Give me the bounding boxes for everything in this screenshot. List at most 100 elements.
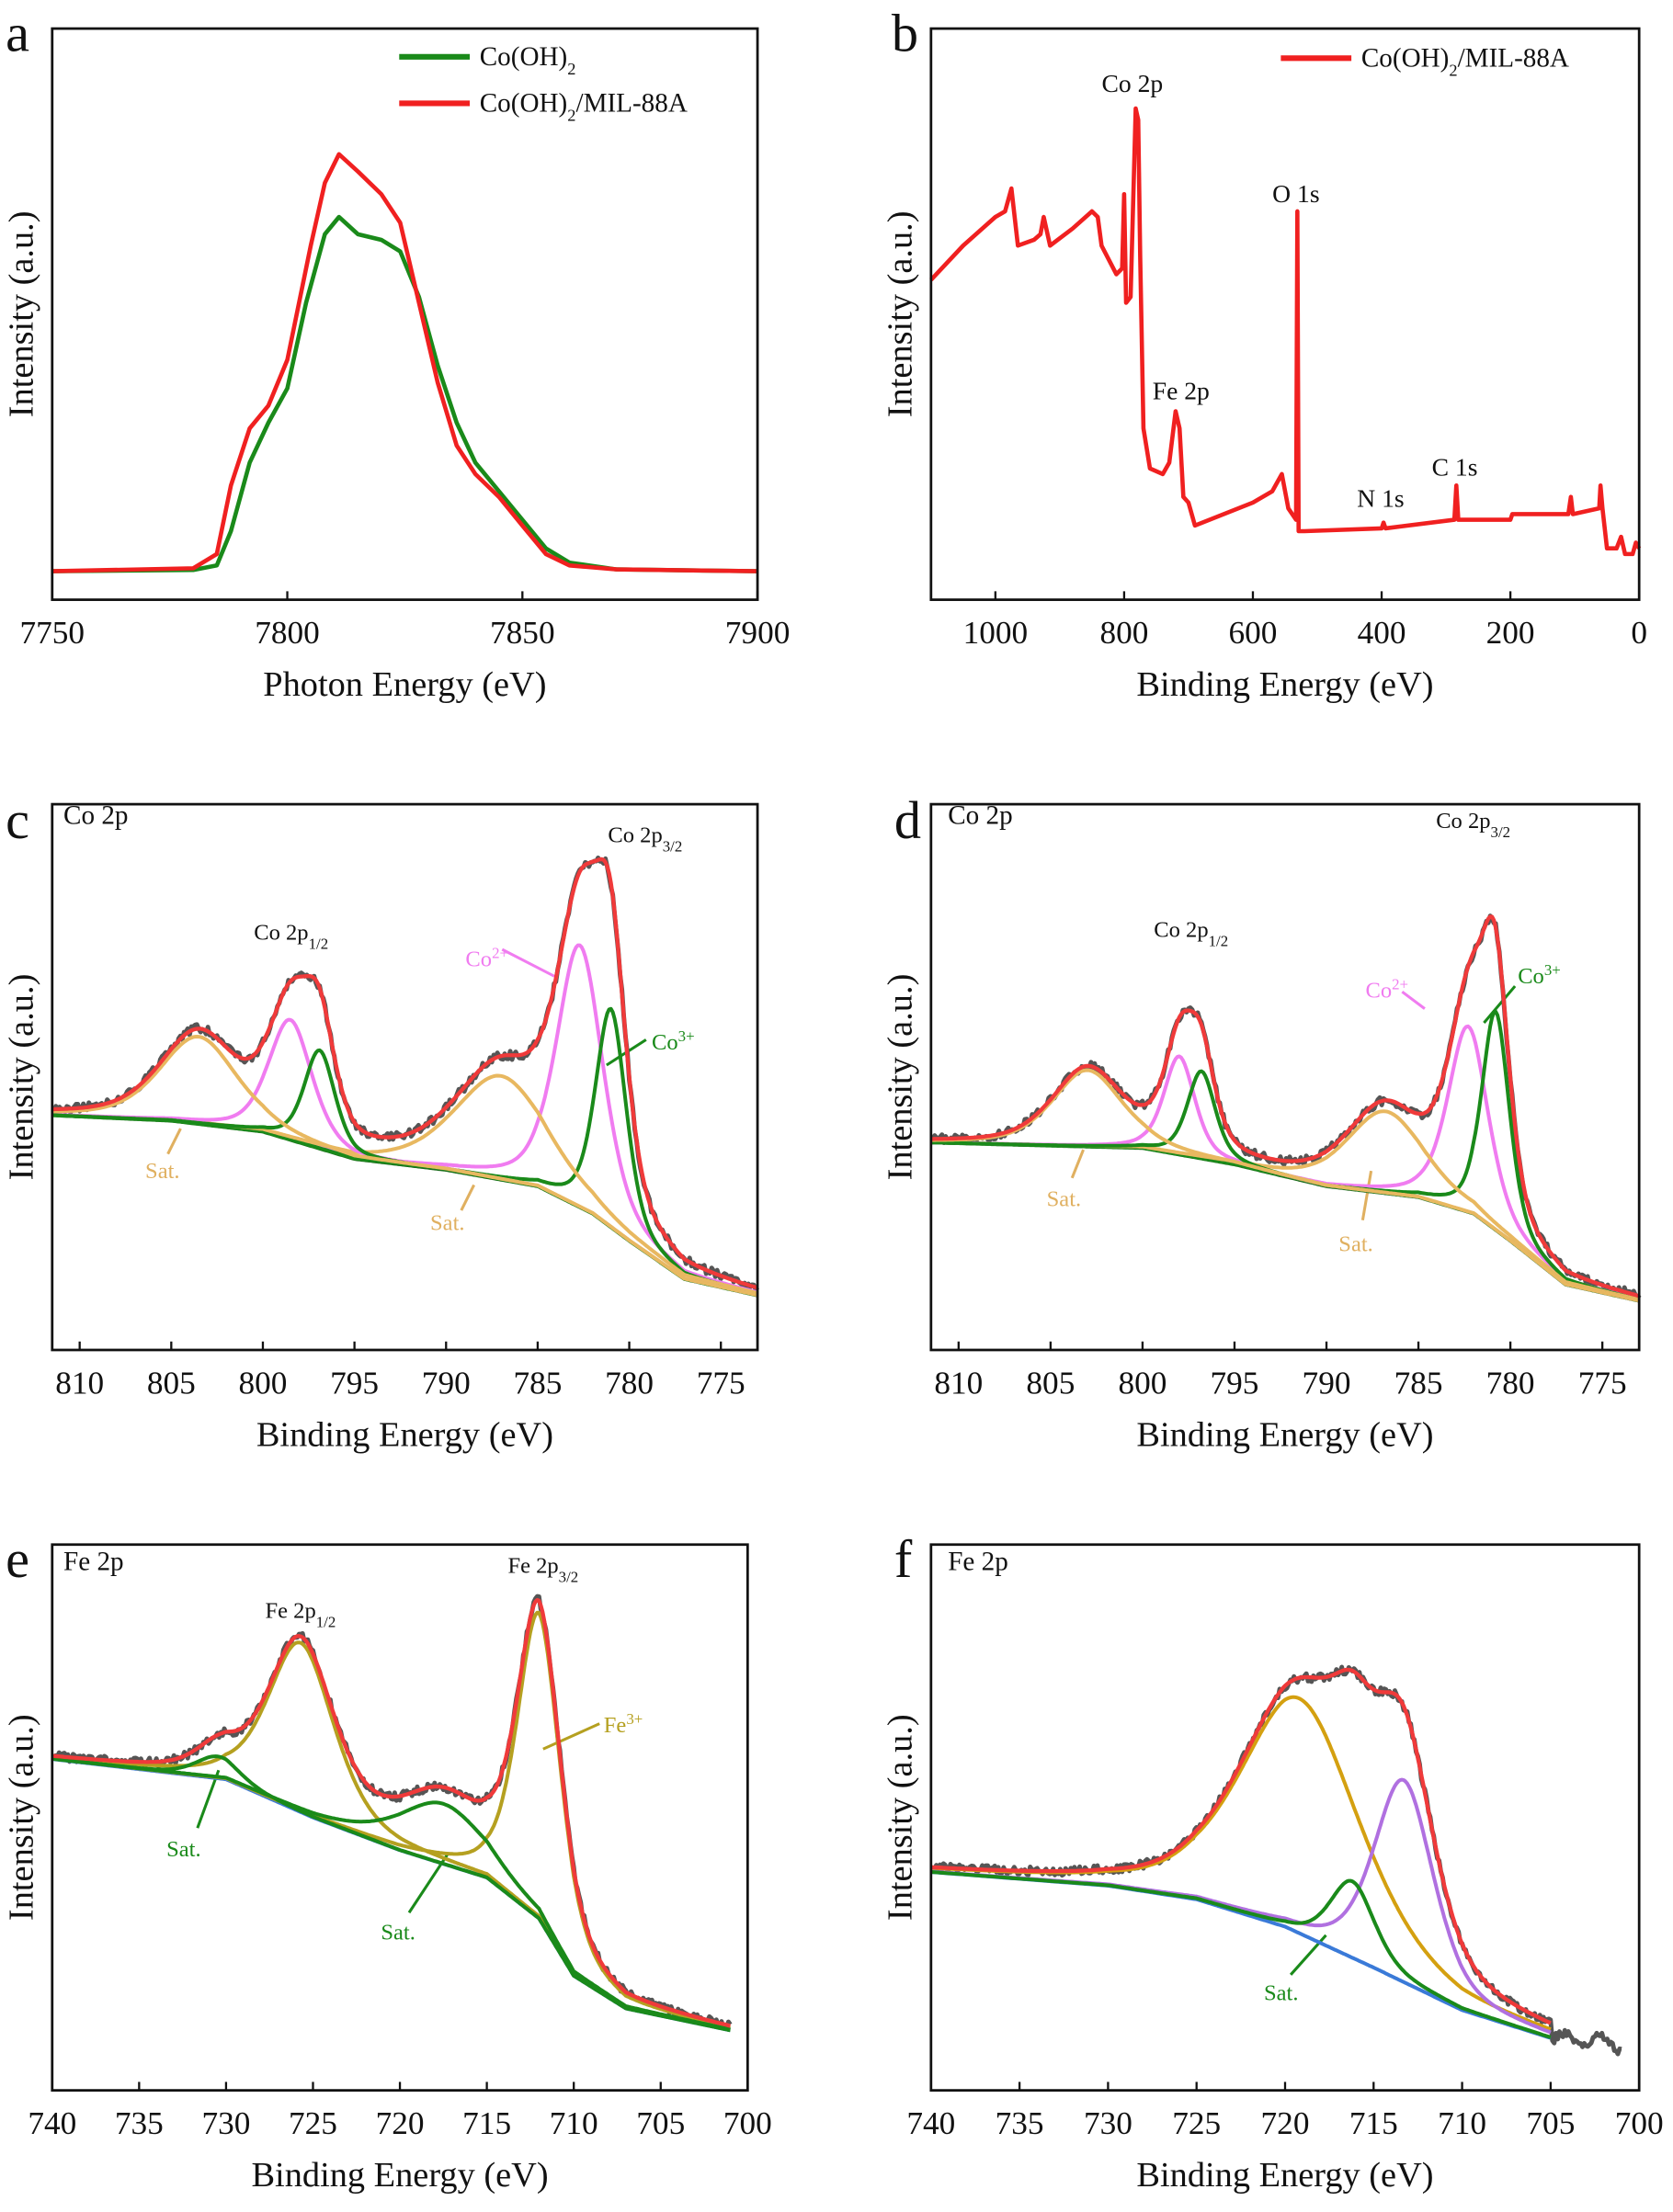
plot-frame bbox=[929, 27, 1641, 601]
series-line-1 bbox=[51, 214, 758, 573]
envelope-fit-line bbox=[51, 856, 758, 1290]
x-tick-label: 710 bbox=[550, 2105, 598, 2141]
x-tick-label: 720 bbox=[376, 2105, 425, 2141]
annotation-fe2p12: Fe 2p1/2 bbox=[265, 1599, 336, 1631]
y-axis-label: Intensity (a.u.) bbox=[2, 1714, 40, 1921]
annotation-fe3plus: Fe3+ bbox=[604, 1709, 643, 1737]
plot-frame bbox=[51, 802, 759, 1352]
x-tick-label: 790 bbox=[1303, 1366, 1351, 1401]
panel-title-c: Co 2p bbox=[63, 801, 128, 831]
x-tick-label: 800 bbox=[1099, 615, 1148, 651]
component-peak-3 bbox=[930, 1869, 1552, 2039]
component-peak-6 bbox=[51, 1035, 758, 1298]
arrow-icon bbox=[460, 1184, 475, 1211]
panel-a: 7750 7800 7850 7900 Photon Energy (eV) Intens… bbox=[2, 27, 790, 704]
x-tick-label: 715 bbox=[1349, 2105, 1398, 2141]
x-tick-label: 735 bbox=[996, 2105, 1044, 2141]
arrow-icon bbox=[542, 1722, 600, 1751]
x-tick-label: 810 bbox=[934, 1366, 983, 1401]
x-tick-label: 785 bbox=[513, 1366, 562, 1401]
x-tick-label: 790 bbox=[422, 1366, 471, 1401]
annotation-co2plus: Co2+ bbox=[465, 944, 508, 972]
y-axis-label: Intensity (a.u.) bbox=[2, 974, 40, 1181]
x-tick-label: 1000 bbox=[963, 615, 1029, 651]
annotation-sat: Sat. bbox=[430, 1211, 465, 1236]
x-tick-label: 7850 bbox=[490, 615, 555, 651]
x-tick-label: 7750 bbox=[19, 615, 85, 651]
panel-letter-d: d bbox=[894, 790, 921, 850]
x-tick-label: 700 bbox=[1615, 2105, 1664, 2141]
component-peak-5 bbox=[930, 1069, 1640, 1303]
component-peak-3 bbox=[51, 1756, 731, 2032]
x-axis-label: Binding Energy (eV) bbox=[251, 2156, 548, 2195]
panel-letter-c: c bbox=[6, 790, 29, 850]
component-peak-2 bbox=[51, 1640, 731, 2032]
x-tick-label: 700 bbox=[723, 2105, 772, 2141]
x-tick-label: 710 bbox=[1438, 2105, 1486, 2141]
panel-d: 810 805 800 795 790 785 780 775 Binding Energy (… bbox=[881, 802, 1642, 1454]
annotation-sat: Sat. bbox=[1047, 1186, 1082, 1211]
envelope-fit-line bbox=[930, 1667, 1552, 2025]
panel-e: 740 735 730 725 720 715 710 705 700 Binding Energ… bbox=[2, 1543, 772, 2195]
x-tick-label: 775 bbox=[697, 1366, 745, 1401]
panel-letter-b: b bbox=[892, 4, 918, 63]
x-tick-label: 0 bbox=[1631, 615, 1647, 651]
annotation-co3plus: Co3+ bbox=[652, 1027, 695, 1056]
annotation-co2plus: Co2+ bbox=[1365, 975, 1408, 1004]
x-tick-label: 735 bbox=[115, 2105, 164, 2141]
x-tick-label: 400 bbox=[1358, 615, 1406, 651]
x-tick-label: 775 bbox=[1578, 1366, 1627, 1401]
raw-data-line bbox=[51, 855, 760, 1292]
panel-letter-e: e bbox=[6, 1529, 29, 1589]
legend-a: Co(OH)2 Co(OH)2/MIL-88A bbox=[399, 42, 688, 125]
component-peak-3 bbox=[930, 1109, 1640, 1301]
component-peak-1 bbox=[930, 1695, 1552, 2032]
component-peak-4 bbox=[51, 1754, 731, 2033]
series-line-2 bbox=[51, 152, 758, 573]
x-tick-label: 705 bbox=[1526, 2105, 1575, 2141]
peak-label-n1s: N 1s bbox=[1357, 483, 1404, 512]
x-axis-label: Binding Energy (eV) bbox=[1136, 2156, 1433, 2195]
component-peak-4 bbox=[930, 1054, 1640, 1303]
peak-label-co2p: Co 2p bbox=[1101, 69, 1163, 97]
x-tick-label: 795 bbox=[1211, 1366, 1259, 1401]
envelope-fit-line bbox=[930, 914, 1640, 1299]
x-tick-label: 740 bbox=[28, 2105, 76, 2141]
x-tick-label: 800 bbox=[1118, 1366, 1167, 1401]
annotation-co2p12: Co 2p1/2 bbox=[254, 920, 328, 952]
panel-b: 1000 800 600 400 200 0 Binding Energy (eV) Inte… bbox=[881, 27, 1647, 704]
legend-label: Co(OH)2/MIL-88A bbox=[480, 89, 688, 125]
x-axis-label: Binding Energy (eV) bbox=[1136, 665, 1433, 704]
raw-data-line bbox=[52, 1594, 733, 2031]
panel-letter-f: f bbox=[894, 1529, 913, 1589]
annotation-fe2p32: Fe 2p3/2 bbox=[507, 1553, 578, 1584]
arrow-icon bbox=[1401, 990, 1426, 1010]
annotation-co2p12: Co 2p1/2 bbox=[1154, 917, 1228, 949]
annotation-co2p32: Co 2p3/2 bbox=[1436, 809, 1510, 841]
component-peak-6 bbox=[930, 1068, 1640, 1303]
component-peak-2 bbox=[930, 1777, 1552, 2035]
annotation-sat: Sat. bbox=[166, 1837, 201, 1862]
arrow-icon bbox=[1483, 985, 1517, 1024]
legend-b: Co(OH)2/MIL-88A bbox=[1280, 44, 1569, 80]
annotation-co2p32: Co 2p3/2 bbox=[608, 823, 682, 856]
x-tick-label: 805 bbox=[1026, 1366, 1075, 1401]
plot-frame bbox=[51, 27, 759, 601]
annotation-sat: Sat. bbox=[381, 1920, 415, 1945]
panel-letter-a: a bbox=[6, 4, 29, 63]
component-peak-3 bbox=[51, 1073, 758, 1296]
x-tick-label: 725 bbox=[289, 2105, 337, 2141]
x-tick-label: 795 bbox=[330, 1366, 379, 1401]
x-axis-label: Photon Energy (eV) bbox=[263, 665, 546, 704]
arrow-icon bbox=[1070, 1149, 1085, 1179]
x-tick-label: 780 bbox=[605, 1366, 654, 1401]
legend-label: Co(OH)2 bbox=[480, 42, 576, 78]
x-tick-label: 730 bbox=[1084, 2105, 1132, 2141]
x-tick-label: 800 bbox=[239, 1366, 288, 1401]
x-tick-label: 785 bbox=[1394, 1366, 1443, 1401]
y-axis-label: Intensity (a.u.) bbox=[881, 974, 919, 1181]
annotation-sat: Sat. bbox=[145, 1159, 180, 1184]
panel-c: 810 805 800 795 790 785 780 775 Binding Energy (… bbox=[2, 802, 760, 1454]
arrow-icon bbox=[1360, 1170, 1373, 1221]
